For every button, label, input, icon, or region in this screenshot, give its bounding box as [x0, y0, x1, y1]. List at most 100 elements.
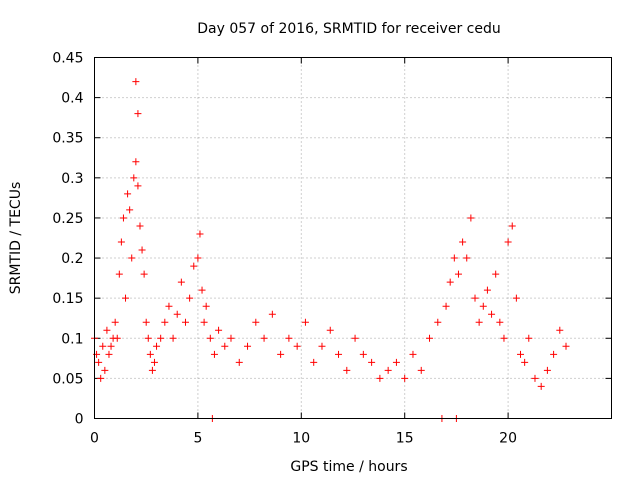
data-point — [351, 334, 359, 342]
points-layer — [91, 78, 570, 422]
data-point — [475, 318, 483, 326]
data-point — [504, 238, 512, 246]
data-point — [492, 270, 500, 278]
data-point — [227, 334, 235, 342]
data-point — [479, 302, 487, 310]
data-point — [450, 254, 458, 262]
data-point — [368, 358, 376, 366]
data-point — [124, 190, 132, 198]
data-point — [105, 350, 113, 358]
data-point — [293, 342, 301, 350]
data-point — [500, 334, 508, 342]
data-point — [117, 238, 125, 246]
data-point — [177, 278, 185, 286]
data-point — [426, 334, 434, 342]
y-tick-label: 0.35 — [52, 131, 83, 147]
data-point — [140, 270, 148, 278]
data-point — [146, 350, 154, 358]
y-tick-label: 0.15 — [52, 291, 83, 307]
data-point — [417, 366, 425, 374]
data-point — [136, 222, 144, 230]
data-point — [556, 326, 564, 334]
data-point — [122, 294, 130, 302]
y-tick-label: 0.3 — [61, 171, 83, 187]
data-point — [157, 334, 165, 342]
x-tick-label: 10 — [292, 431, 310, 447]
data-point — [401, 374, 409, 382]
data-point — [161, 318, 169, 326]
data-point — [471, 294, 479, 302]
data-point — [525, 334, 533, 342]
y-tick-label: 0.25 — [52, 211, 83, 227]
data-point — [97, 374, 105, 382]
data-point — [496, 318, 504, 326]
data-point — [194, 254, 202, 262]
data-point — [244, 342, 252, 350]
chart-title: Day 057 of 2016, SRMTID for receiver ced… — [197, 21, 500, 37]
data-point — [206, 334, 214, 342]
data-point — [128, 254, 136, 262]
data-point — [277, 350, 285, 358]
data-point — [343, 366, 351, 374]
data-point — [138, 246, 146, 254]
data-point — [165, 302, 173, 310]
x-tick-label: 5 — [193, 431, 202, 447]
data-point — [384, 366, 392, 374]
data-point — [467, 214, 475, 222]
data-point — [126, 206, 134, 214]
data-point — [132, 158, 140, 166]
data-point — [181, 318, 189, 326]
data-point — [376, 374, 384, 382]
data-point — [115, 270, 123, 278]
data-point — [512, 294, 520, 302]
data-point — [134, 110, 142, 118]
y-tick-label: 0.2 — [61, 251, 83, 267]
x-tick-label: 15 — [396, 431, 414, 447]
x-tick-label: 0 — [90, 431, 99, 447]
data-point — [488, 310, 496, 318]
data-point — [326, 326, 334, 334]
data-point — [107, 342, 115, 350]
data-point — [442, 302, 450, 310]
data-point — [196, 230, 204, 238]
data-point — [562, 342, 570, 350]
y-tick-label: 0.1 — [61, 331, 83, 347]
data-point — [550, 350, 558, 358]
data-point — [446, 278, 454, 286]
data-point — [531, 374, 539, 382]
data-point — [301, 318, 309, 326]
data-point — [459, 238, 467, 246]
data-point — [463, 254, 471, 262]
data-point — [190, 262, 198, 270]
data-point — [235, 358, 243, 366]
y-axis-label: SRMTID / TECUs — [8, 182, 24, 295]
grid-layer — [94, 57, 612, 419]
data-point — [210, 350, 218, 358]
data-point — [543, 366, 551, 374]
data-point — [95, 358, 103, 366]
data-point — [101, 366, 109, 374]
x-axis-label: GPS time / hours — [290, 459, 407, 475]
data-point — [202, 302, 210, 310]
axis-layer: 0 0.05 0.1 0.15 0.2 0.25 0.3 0.35 0.4 0.45 0 5 10 15 2… — [52, 51, 612, 447]
data-point — [409, 350, 417, 358]
y-tick-label: 0 — [75, 412, 84, 428]
data-point — [318, 342, 326, 350]
data-point — [134, 182, 142, 190]
data-point — [99, 342, 107, 350]
data-point — [537, 382, 545, 390]
data-point — [252, 318, 260, 326]
data-point — [521, 358, 529, 366]
data-point — [285, 334, 293, 342]
data-point — [111, 318, 119, 326]
data-point — [119, 214, 127, 222]
y-tick-label: 0.45 — [52, 51, 83, 67]
data-point — [508, 222, 516, 230]
data-point — [173, 310, 181, 318]
data-point — [142, 318, 150, 326]
data-point — [221, 342, 229, 350]
data-point — [144, 334, 152, 342]
data-point — [130, 174, 138, 182]
